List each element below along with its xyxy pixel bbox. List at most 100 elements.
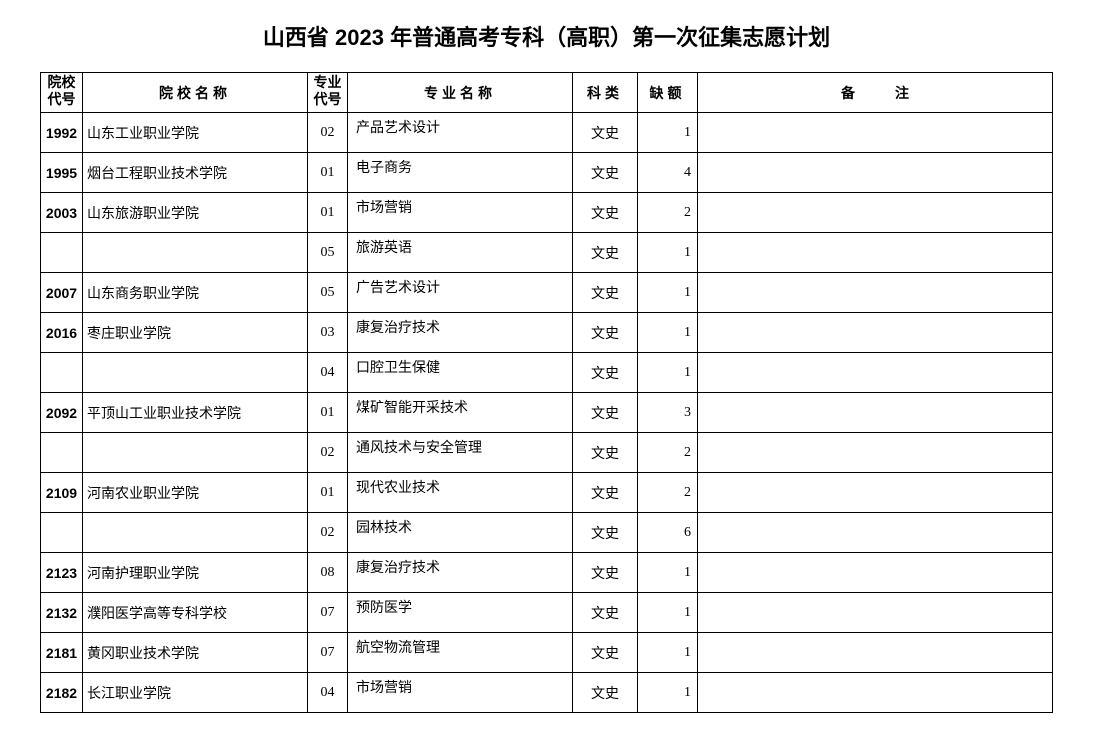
cell-school-code: 1995 <box>41 153 83 193</box>
cell-school-code: 2003 <box>41 193 83 233</box>
table-row: 1992山东工业职业学院02产品艺术设计文史1 <box>41 113 1053 153</box>
cell-school-name: 黄冈职业技术学院 <box>83 633 308 673</box>
cell-category: 文史 <box>573 513 638 553</box>
cell-vacancy: 2 <box>638 193 698 233</box>
cell-school-name: 长江职业学院 <box>83 673 308 713</box>
cell-school-name: 河南农业职业学院 <box>83 473 308 513</box>
cell-remark <box>698 593 1053 633</box>
cell-major-code: 05 <box>308 233 348 273</box>
table-row: 02园林技术文史6 <box>41 513 1053 553</box>
cell-category: 文史 <box>573 553 638 593</box>
cell-major-name: 康复治疗技术 <box>348 313 573 353</box>
cell-major-code: 02 <box>308 113 348 153</box>
cell-vacancy: 4 <box>638 153 698 193</box>
cell-vacancy: 6 <box>638 513 698 553</box>
cell-school-code: 2016 <box>41 313 83 353</box>
table-row: 2016枣庄职业学院03康复治疗技术文史1 <box>41 313 1053 353</box>
cell-school-code: 2092 <box>41 393 83 433</box>
cell-school-name: 平顶山工业职业技术学院 <box>83 393 308 433</box>
cell-school-name: 河南护理职业学院 <box>83 553 308 593</box>
cell-major-name: 航空物流管理 <box>348 633 573 673</box>
cell-major-name: 煤矿智能开采技术 <box>348 393 573 433</box>
cell-vacancy: 1 <box>638 633 698 673</box>
cell-vacancy: 1 <box>638 553 698 593</box>
cell-school-name <box>83 233 308 273</box>
cell-category: 文史 <box>573 593 638 633</box>
cell-major-name: 市场营销 <box>348 193 573 233</box>
cell-major-code: 04 <box>308 353 348 393</box>
cell-category: 文史 <box>573 153 638 193</box>
table-row: 04口腔卫生保健文史1 <box>41 353 1053 393</box>
cell-major-name: 现代农业技术 <box>348 473 573 513</box>
cell-school-name: 山东工业职业学院 <box>83 113 308 153</box>
cell-remark <box>698 113 1053 153</box>
cell-major-code: 07 <box>308 633 348 673</box>
cell-major-code: 02 <box>308 513 348 553</box>
cell-category: 文史 <box>573 113 638 153</box>
cell-major-name: 市场营销 <box>348 673 573 713</box>
table-row: 2003山东旅游职业学院01市场营销文史2 <box>41 193 1053 233</box>
header-major-code: 专业代号 <box>308 73 348 113</box>
cell-remark <box>698 433 1053 473</box>
cell-category: 文史 <box>573 393 638 433</box>
cell-remark <box>698 153 1053 193</box>
cell-major-code: 05 <box>308 273 348 313</box>
table-row: 2092平顶山工业职业技术学院01煤矿智能开采技术文史3 <box>41 393 1053 433</box>
table-row: 2123河南护理职业学院08康复治疗技术文史1 <box>41 553 1053 593</box>
cell-major-code: 07 <box>308 593 348 633</box>
cell-school-code <box>41 433 83 473</box>
cell-vacancy: 1 <box>638 233 698 273</box>
header-category: 科类 <box>573 73 638 113</box>
cell-major-name: 广告艺术设计 <box>348 273 573 313</box>
cell-major-name: 产品艺术设计 <box>348 113 573 153</box>
cell-school-name <box>83 513 308 553</box>
cell-school-code <box>41 233 83 273</box>
cell-school-code: 2182 <box>41 673 83 713</box>
cell-major-name: 预防医学 <box>348 593 573 633</box>
table-row: 1995烟台工程职业技术学院01电子商务文史4 <box>41 153 1053 193</box>
cell-major-name: 旅游英语 <box>348 233 573 273</box>
cell-category: 文史 <box>573 433 638 473</box>
cell-category: 文史 <box>573 233 638 273</box>
cell-major-code: 01 <box>308 473 348 513</box>
header-vacancy: 缺额 <box>638 73 698 113</box>
cell-school-name <box>83 433 308 473</box>
header-remark: 备注 <box>698 73 1053 113</box>
cell-vacancy: 3 <box>638 393 698 433</box>
cell-major-name: 电子商务 <box>348 153 573 193</box>
cell-remark <box>698 553 1053 593</box>
cell-remark <box>698 673 1053 713</box>
cell-school-name: 烟台工程职业技术学院 <box>83 153 308 193</box>
table-row: 2132濮阳医学高等专科学校07预防医学文史1 <box>41 593 1053 633</box>
cell-school-code: 2132 <box>41 593 83 633</box>
cell-vacancy: 1 <box>638 273 698 313</box>
cell-school-name: 山东旅游职业学院 <box>83 193 308 233</box>
cell-school-name: 枣庄职业学院 <box>83 313 308 353</box>
cell-school-name: 山东商务职业学院 <box>83 273 308 313</box>
table-row: 2109河南农业职业学院01现代农业技术文史2 <box>41 473 1053 513</box>
cell-major-name: 通风技术与安全管理 <box>348 433 573 473</box>
table-row: 2007山东商务职业学院05广告艺术设计文史1 <box>41 273 1053 313</box>
cell-major-code: 01 <box>308 393 348 433</box>
cell-school-code <box>41 353 83 393</box>
table-row: 02通风技术与安全管理文史2 <box>41 433 1053 473</box>
cell-school-name: 濮阳医学高等专科学校 <box>83 593 308 633</box>
cell-major-code: 04 <box>308 673 348 713</box>
cell-major-name: 园林技术 <box>348 513 573 553</box>
cell-major-name: 口腔卫生保健 <box>348 353 573 393</box>
cell-major-name: 康复治疗技术 <box>348 553 573 593</box>
cell-major-code: 02 <box>308 433 348 473</box>
cell-vacancy: 2 <box>638 433 698 473</box>
cell-category: 文史 <box>573 673 638 713</box>
page-title: 山西省 2023 年普通高考专科（高职）第一次征集志愿计划 <box>40 20 1053 52</box>
cell-remark <box>698 273 1053 313</box>
cell-vacancy: 1 <box>638 313 698 353</box>
cell-category: 文史 <box>573 633 638 673</box>
header-school-name: 院校名称 <box>83 73 308 113</box>
cell-remark <box>698 233 1053 273</box>
header-major-name: 专业名称 <box>348 73 573 113</box>
cell-school-code: 1992 <box>41 113 83 153</box>
cell-category: 文史 <box>573 193 638 233</box>
cell-category: 文史 <box>573 353 638 393</box>
cell-major-code: 01 <box>308 193 348 233</box>
